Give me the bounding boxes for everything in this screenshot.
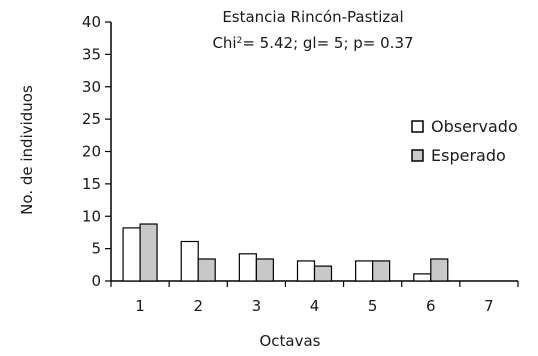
subtitle-sup: 2 [237, 36, 243, 46]
subtitle-suffix: = 5.42; gl= 5; p= 0.37 [242, 34, 413, 52]
chart-subtitle: Chi2= 5.42; gl= 5; p= 0.37 [212, 34, 413, 52]
x-tick-label: 3 [252, 297, 262, 315]
chart-title: Estancia Rincón-Pastizal [222, 8, 403, 26]
x-tick-label: 6 [426, 297, 436, 315]
legend: Observado Esperado [411, 117, 518, 165]
x-tick-label: 4 [310, 297, 320, 315]
bar-observado-3 [238, 253, 257, 282]
bar-esperado-4 [313, 265, 333, 282]
bar-esperado-5 [372, 260, 391, 282]
y-tick-label: 10 [82, 207, 101, 225]
bar-esperado-1 [139, 223, 158, 282]
x-tick-label: 7 [484, 297, 494, 315]
legend-label-observado: Observado [431, 117, 518, 136]
y-tick-label: 25 [82, 110, 101, 128]
y-tick-label: 20 [82, 143, 101, 161]
x-axis-label: Octavas [259, 332, 320, 350]
legend-label-esperado: Esperado [431, 146, 506, 165]
y-tick-label: 5 [91, 240, 101, 258]
x-tick-label: 1 [135, 297, 145, 315]
legend-swatch-observado [411, 120, 424, 133]
bar-observado-6 [413, 273, 432, 282]
y-tick-labels: 0 5 10 15 20 25 30 35 40 [82, 13, 101, 290]
y-axis-label: No. de individuos [18, 85, 36, 215]
subtitle-prefix: Chi [212, 34, 236, 52]
bars [122, 223, 449, 282]
bar-esperado-3 [255, 258, 274, 282]
bar-observado-5 [355, 260, 374, 282]
bar-esperado-6 [430, 258, 449, 282]
x-tick-label: 5 [368, 297, 378, 315]
x-tick-labels: 1 2 3 4 5 6 7 [135, 297, 493, 315]
bar-observado-2 [180, 240, 199, 282]
y-tick-label: 0 [91, 272, 101, 290]
bar-observado-1 [122, 227, 141, 282]
chart-titles: Estancia Rincón-Pastizal Chi2= 5.42; gl=… [212, 8, 413, 52]
bar-esperado-2 [197, 258, 216, 282]
x-tick-label: 2 [193, 297, 203, 315]
y-tick-label: 35 [82, 45, 101, 63]
bar-observado-4 [296, 260, 316, 282]
y-tick-label: 15 [82, 175, 101, 193]
y-tick-label: 40 [82, 13, 101, 31]
legend-swatch-esperado [411, 149, 424, 162]
y-tick-label: 30 [82, 78, 101, 96]
